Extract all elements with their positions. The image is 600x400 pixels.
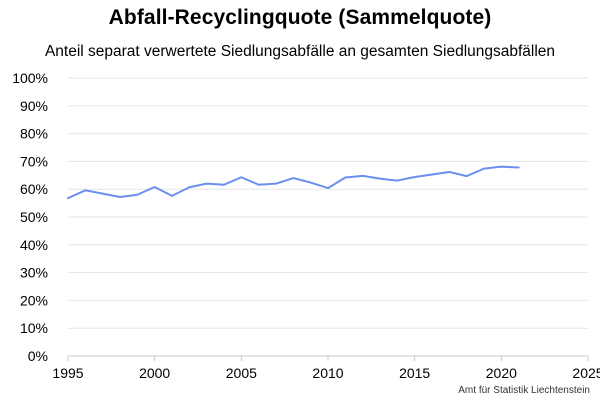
x-tick-label: 2010 — [312, 365, 343, 381]
data-point — [257, 184, 259, 186]
data-point — [223, 184, 225, 186]
data-point — [431, 173, 433, 175]
y-tick-label: 40% — [20, 237, 48, 253]
data-point — [413, 176, 415, 178]
chart-subtitle: Anteil separat verwertete Siedlungsabfäl… — [44, 43, 556, 60]
data-point — [396, 179, 398, 181]
data-point — [240, 176, 242, 178]
y-tick-label: 100% — [12, 70, 48, 86]
y-tick-label: 80% — [20, 126, 48, 142]
data-point — [101, 192, 103, 194]
data-point — [205, 182, 207, 184]
y-tick-label: 50% — [20, 209, 48, 225]
data-point — [361, 175, 363, 177]
y-tick-label: 90% — [20, 98, 48, 114]
y-axis: 0% 10% 20% 30% 40% 50% 60% 70% 80% 90% 100% — [12, 70, 48, 364]
y-tick-label: 10% — [20, 320, 48, 336]
data-point — [292, 177, 294, 179]
x-tick-label: 2025 — [572, 365, 600, 381]
x-axis: 1995 2000 2005 2010 2015 2020 2025 — [52, 356, 600, 381]
data-point — [327, 187, 329, 189]
data-point — [379, 177, 381, 179]
x-tick-label: 2000 — [139, 365, 170, 381]
data-point — [84, 189, 86, 191]
y-tick-label: 20% — [20, 292, 48, 308]
series-group — [67, 165, 520, 200]
data-point — [483, 167, 485, 169]
x-tick-label: 2015 — [399, 365, 430, 381]
data-point — [275, 182, 277, 184]
data-point — [344, 176, 346, 178]
series-line — [67, 165, 520, 200]
x-tick-label: 2005 — [226, 365, 257, 381]
y-tick-label: 30% — [20, 265, 48, 281]
chart-title: Abfall-Recyclingquote (Sammelquote) — [108, 6, 492, 29]
y-tick-label: 60% — [20, 181, 48, 197]
data-point — [517, 166, 519, 168]
data-point — [153, 186, 155, 188]
y-tick-label: 0% — [28, 348, 48, 364]
data-point — [500, 165, 502, 167]
data-point — [188, 186, 190, 188]
grid-lines — [68, 77, 588, 357]
x-tick-label: 2020 — [486, 365, 517, 381]
data-point — [309, 181, 311, 183]
data-point — [448, 171, 450, 173]
data-point — [119, 196, 121, 198]
data-point — [67, 197, 69, 199]
x-tick-label: 1995 — [52, 365, 83, 381]
y-tick-label: 70% — [20, 153, 48, 169]
source-note: Amt für Statistik Liechtenstein — [458, 385, 590, 396]
data-point — [465, 175, 467, 177]
data-point — [171, 195, 173, 197]
data-point — [136, 194, 138, 196]
